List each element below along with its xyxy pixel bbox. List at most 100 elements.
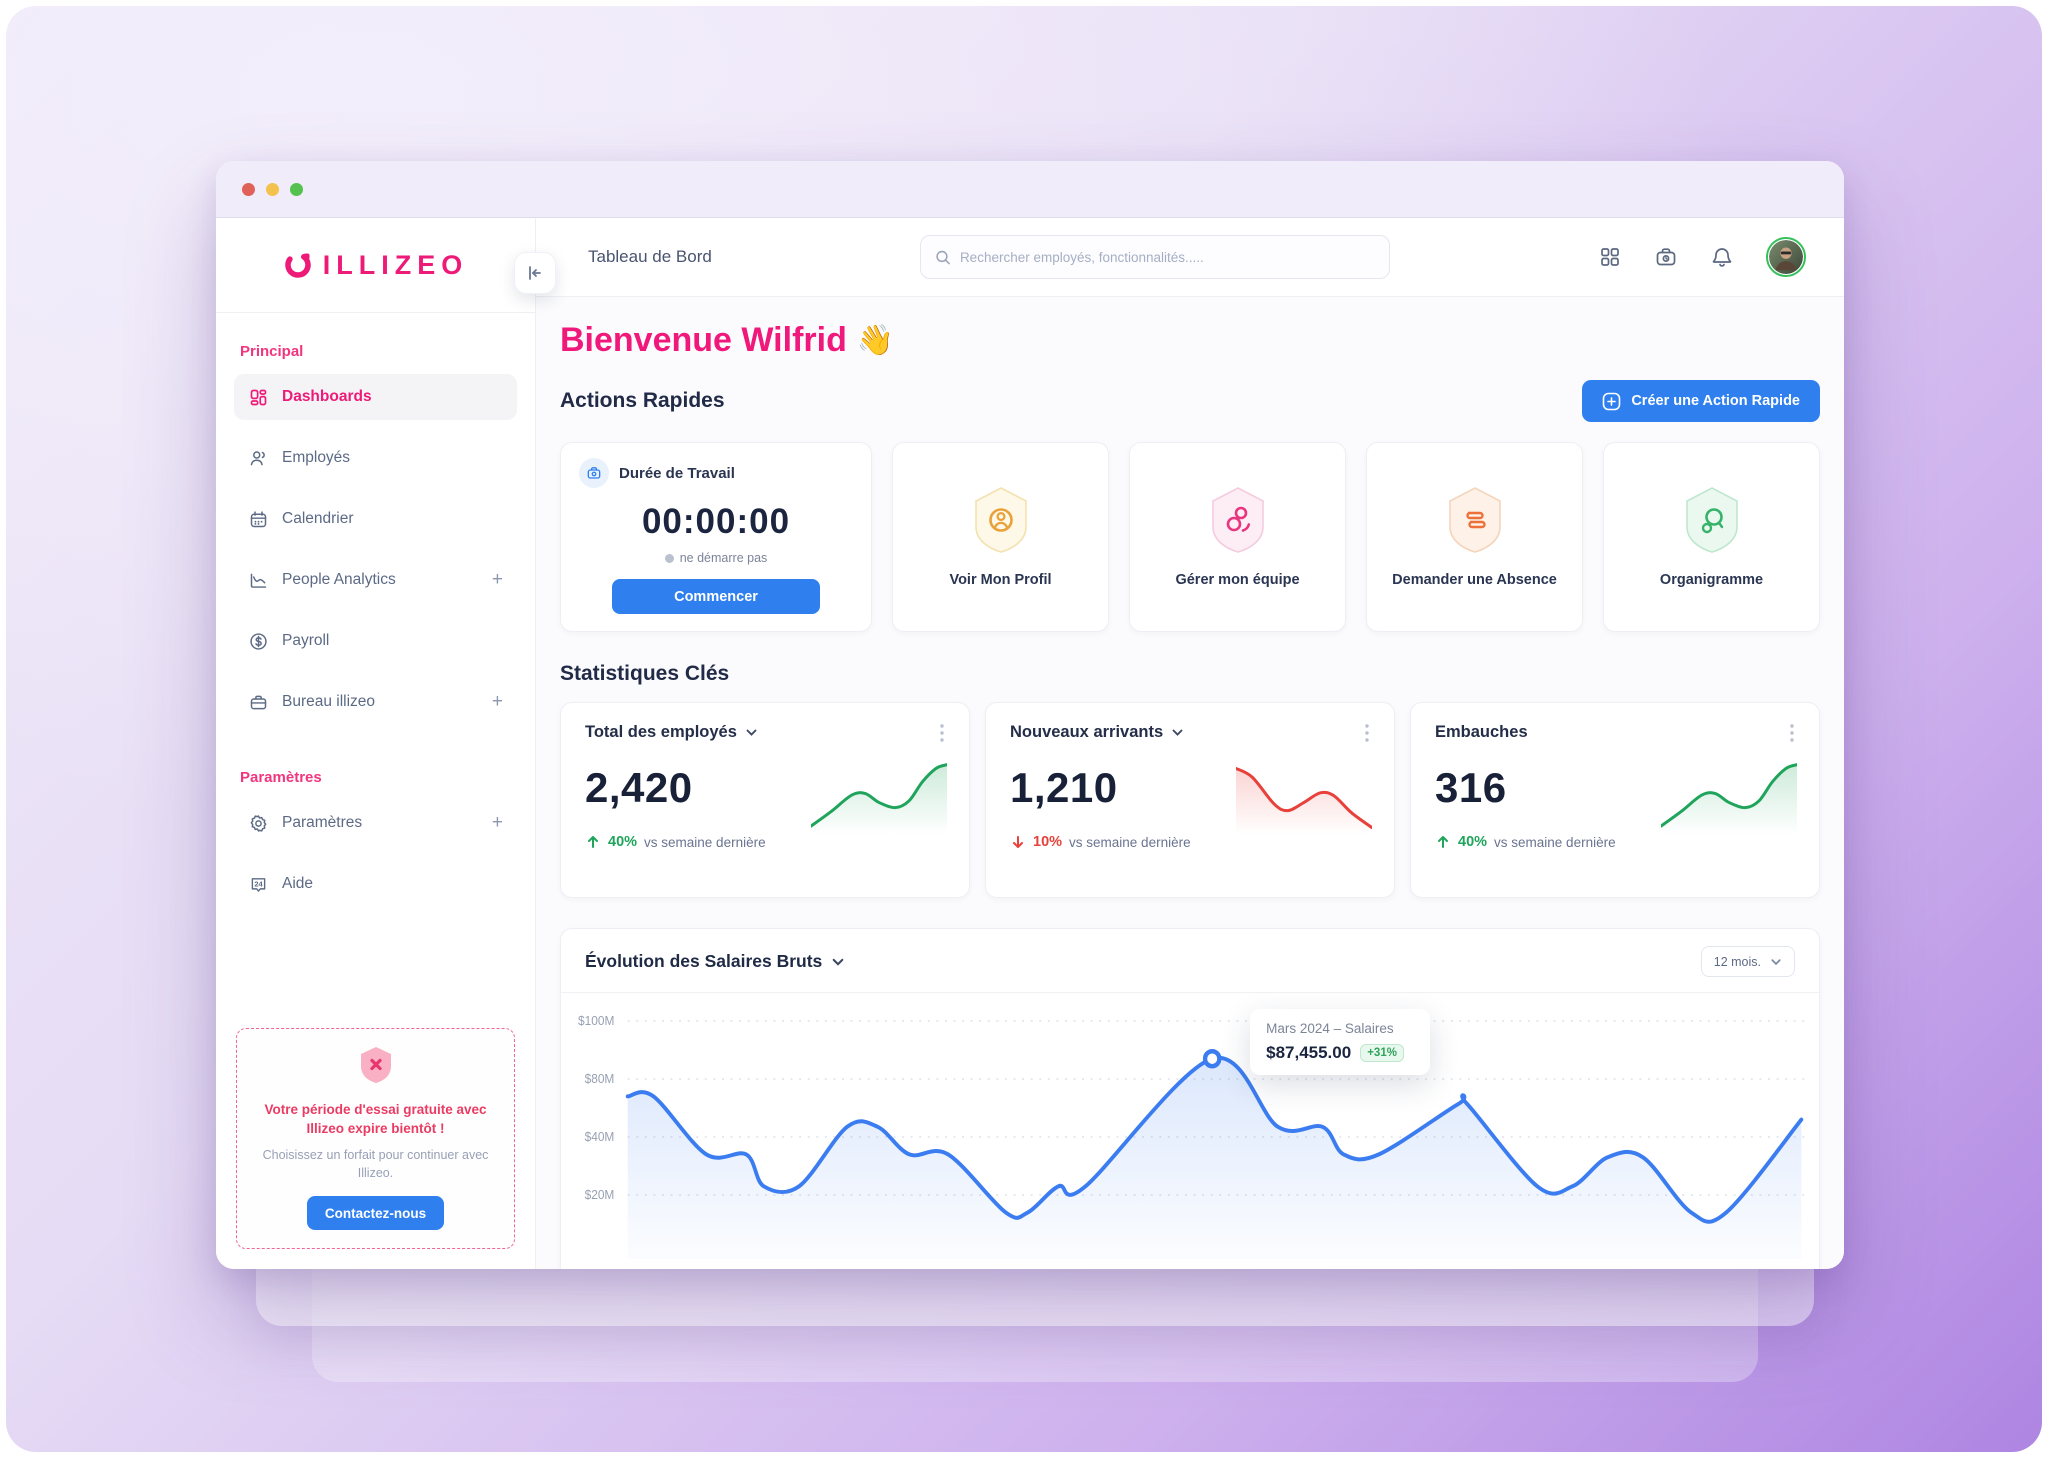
window-titlebar	[216, 161, 1844, 218]
dashboard-content: Bienvenue Wilfrid 👋 Actions Rapides Crée…	[536, 297, 1844, 1269]
logo-ring-icon	[285, 252, 311, 278]
close-window-button[interactable]	[242, 182, 255, 196]
trial-body: Choisissez un forfait pour continuer ave…	[262, 1148, 489, 1180]
work-timer-icon	[579, 458, 609, 488]
plus-icon[interactable]: +	[491, 691, 503, 712]
svg-text:$20M: $20M	[585, 1188, 615, 1202]
top-header: Tableau de Bord	[536, 218, 1844, 297]
trial-title: Votre période d'essai gratuite avec Illi…	[264, 1101, 487, 1137]
create-quick-action-button[interactable]: Créer une Action Rapide	[1582, 380, 1820, 422]
app-logo: ILLIZEO	[216, 218, 535, 313]
period-selector[interactable]: 12 mois.	[1700, 946, 1795, 977]
app-window: ILLIZEO Principal Dashboards	[216, 161, 1844, 1269]
people-icon	[250, 450, 265, 465]
quick-actions-title: Actions Rapides	[560, 389, 725, 412]
stat-card-total-employees: Total des employés 2,420 40%	[560, 702, 970, 898]
stat-value: 2,420	[585, 764, 693, 811]
trial-expiry-notice: Votre période d'essai gratuite avec Illi…	[236, 1027, 515, 1249]
analytics-line-icon	[250, 573, 267, 588]
kebab-menu-icon[interactable]	[933, 723, 951, 743]
calendar-icon	[250, 510, 267, 527]
sparkline-up	[811, 761, 947, 835]
sidebar-item-people-analytics[interactable]: People Analytics +	[234, 557, 517, 603]
header-icons	[1598, 237, 1806, 277]
action-card-manage-team[interactable]: Gérer mon équipe	[1129, 442, 1346, 632]
plus-icon[interactable]: +	[491, 812, 503, 833]
wave-emoji: 👋	[856, 324, 895, 357]
chevron-down-icon	[832, 958, 844, 966]
apps-grid-icon[interactable]	[1598, 245, 1622, 269]
search-icon	[936, 250, 950, 264]
minimize-window-button[interactable]	[266, 182, 279, 196]
stat-title-dropdown[interactable]: Nouveaux arrivants	[1010, 723, 1370, 742]
work-timer-card: Durée de Travail 00:00:00 ne démarre pas…	[560, 442, 872, 632]
logo-text: ILLIZEO	[322, 249, 469, 280]
salary-line-chart: $100M $80M $40M $20M	[578, 1014, 1809, 1259]
sidebar-item-aide[interactable]: 24 Aide	[234, 861, 517, 907]
action-card-org-chart[interactable]: Organigramme	[1603, 442, 1820, 632]
bell-icon[interactable]	[1710, 245, 1734, 269]
arrow-down-icon	[1013, 836, 1023, 848]
stat-value: 316	[1435, 764, 1507, 811]
kebab-menu-icon[interactable]	[1783, 723, 1801, 743]
delta-badge: +31%	[1360, 1044, 1404, 1062]
search-input[interactable]	[959, 249, 1375, 265]
sidebar-item-bureau-illizeo[interactable]: Bureau illizeo +	[234, 679, 517, 725]
collapse-icon	[529, 266, 541, 280]
sidebar: ILLIZEO Principal Dashboards	[216, 218, 556, 1269]
plus-square-icon	[1603, 392, 1621, 410]
desktop-background: ILLIZEO Principal Dashboards	[6, 6, 2042, 1452]
action-card-view-profile[interactable]: Voir Mon Profil	[892, 442, 1109, 632]
sidebar-item-dashboards[interactable]: Dashboards	[234, 374, 517, 420]
quick-actions-row: Durée de Travail 00:00:00 ne démarre pas…	[560, 442, 1820, 632]
sidebar-item-parametres[interactable]: Paramètres +	[234, 800, 517, 846]
gear-icon	[250, 814, 267, 832]
kebab-menu-icon[interactable]	[1358, 723, 1376, 743]
chevron-down-icon	[1771, 958, 1781, 965]
avatar-photo	[1768, 240, 1803, 274]
timer-card-title: Durée de Travail	[619, 464, 735, 482]
chevron-down-icon	[1172, 729, 1183, 736]
svg-text:24: 24	[254, 879, 263, 888]
search-box[interactable]	[919, 235, 1390, 279]
sidebar-item-calendrier[interactable]: Calendrier	[234, 496, 517, 542]
sidebar-nav: Principal Dashboards Employés	[216, 313, 535, 1022]
timer-value: 00:00:00	[641, 502, 791, 541]
timer-status: ne démarre pas	[579, 551, 853, 565]
svg-text:$40M: $40M	[585, 1130, 615, 1144]
stat-title-dropdown[interactable]: Total des employés	[585, 723, 945, 742]
collapse-sidebar-button[interactable]	[514, 252, 556, 294]
sidebar-item-payroll[interactable]: Payroll	[234, 618, 517, 664]
shield-x-icon	[360, 1046, 391, 1083]
stat-value: 1,210	[1010, 764, 1118, 811]
chart-title-dropdown[interactable]: Évolution des Salaires Bruts	[585, 951, 845, 972]
chart-tooltip: Mars 2024 – Salaires $87,455.00 +31%	[1250, 1009, 1431, 1075]
nav-section-parametres: Paramètres	[240, 769, 322, 786]
stat-card-hires: Embauches 316 40% vs semaine dernière	[1410, 702, 1820, 898]
profile-icon	[974, 487, 1027, 553]
stat-title: Embauches	[1435, 723, 1528, 741]
key-stats-title: Statistiques Clés	[560, 662, 730, 685]
sidebar-item-employes[interactable]: Employés	[234, 435, 517, 481]
sparkline-down	[1236, 761, 1372, 835]
team-icon	[1211, 487, 1264, 553]
status-dot	[664, 553, 674, 563]
chevron-down-icon	[746, 729, 757, 736]
toolbox-icon[interactable]	[1654, 245, 1678, 269]
page-title: Tableau de Bord	[588, 247, 712, 266]
welcome-heading: Bienvenue Wilfrid 👋	[560, 321, 895, 359]
contact-us-button[interactable]: Contactez-nous	[306, 1196, 445, 1230]
salary-chart-plot: $100M $80M $40M $20M Mars 2024 – Salaires $…	[561, 993, 1819, 1259]
nav-section-principal: Principal	[240, 343, 304, 360]
salary-evolution-card: Évolution des Salaires Bruts 12 mois. $1…	[560, 928, 1820, 1269]
start-timer-button[interactable]: Commencer	[612, 579, 820, 614]
action-card-request-absence[interactable]: Demander une Absence	[1366, 442, 1583, 632]
plus-icon[interactable]: +	[491, 569, 503, 590]
dashboard-grid-icon	[250, 389, 267, 405]
maximize-window-button[interactable]	[290, 182, 303, 196]
stat-delta-row: 10% vs semaine dernière	[1010, 834, 1370, 850]
stat-delta-row: 40% vs semaine dernière	[585, 834, 945, 850]
user-avatar[interactable]	[1765, 237, 1806, 277]
org-chart-icon	[1685, 487, 1738, 553]
svg-text:$100M: $100M	[578, 1014, 614, 1028]
